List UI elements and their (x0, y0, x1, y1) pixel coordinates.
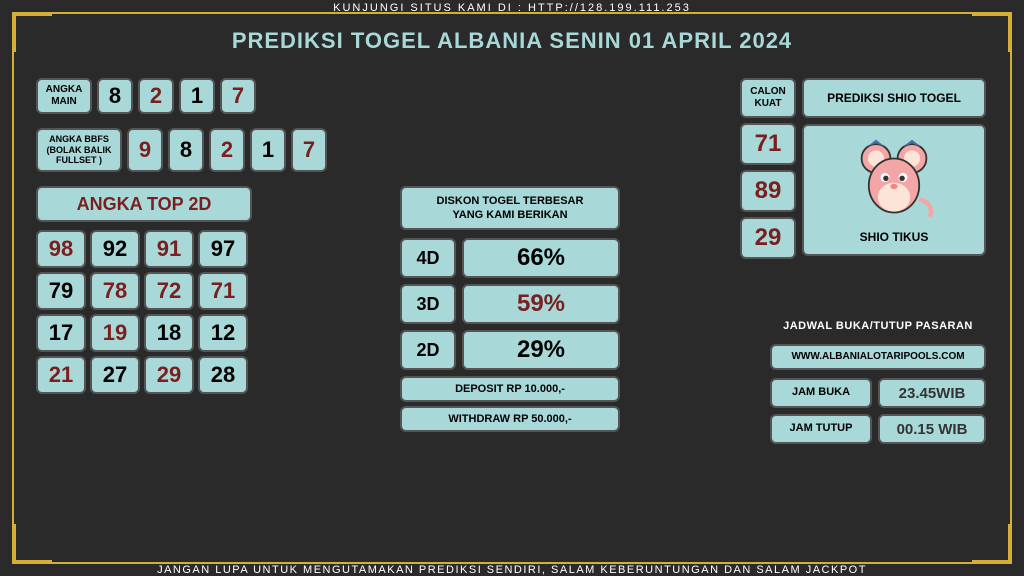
angka-main-digit: 8 (97, 78, 133, 114)
angka-main-row: ANGKAMAIN 8217 (36, 78, 256, 114)
footer-text: JANGAN LUPA UNTUK MENGUTAMAKAN PREDIKSI … (0, 564, 1024, 576)
angka-main-label: ANGKAMAIN (36, 78, 92, 114)
top2d-pair: 91 (144, 230, 194, 268)
top2d-pair: 17 (36, 314, 86, 352)
angka-main-digit: 7 (220, 78, 256, 114)
top2d-pair: 21 (36, 356, 86, 394)
diskon-row-2d: 2D 29% (400, 330, 620, 370)
jam-tutup-row: JAM TUTUP 00.15 WIB (770, 414, 986, 444)
diskon-3d-value: 59% (462, 284, 620, 324)
diskon-row-3d: 3D 59% (400, 284, 620, 324)
angka-bbfs-digit: 8 (168, 128, 204, 172)
shio-name: SHIO TIKUS (860, 230, 929, 244)
jam-buka-value: 23.45WIB (878, 378, 986, 408)
shio-box: SHIO TIKUS (802, 124, 986, 256)
calon-kuat-column: CALONKUAT 71 89 29 (740, 78, 796, 259)
top2d-pair: 92 (90, 230, 140, 268)
angka-main-digit: 1 (179, 78, 215, 114)
diskon-3d-label: 3D (400, 284, 456, 324)
top2d-pair: 18 (144, 314, 194, 352)
diskon-2d-label: 2D (400, 330, 456, 370)
diskon-row-4d: 4D 66% (400, 238, 620, 278)
top2d-pair: 12 (198, 314, 248, 352)
top2d-pair: 29 (144, 356, 194, 394)
angka-bbfs-digit: 7 (291, 128, 327, 172)
angka-bbfs-label: ANGKA BBFS(BOLAK BALIKFULLSET ) (36, 128, 122, 172)
header-url: KUNJUNGI SITUS KAMI DI : HTTP://128.199.… (0, 2, 1024, 14)
calon-kuat-label: CALONKUAT (740, 78, 796, 118)
angka-bbfs-digit: 2 (209, 128, 245, 172)
top2d-pair: 28 (198, 356, 248, 394)
angka-bbfs-digit: 1 (250, 128, 286, 172)
top2d-pair: 79 (36, 272, 86, 310)
calon-kuat-number: 89 (740, 170, 796, 212)
deposit-info: DEPOSIT RP 10.000,- (400, 376, 620, 402)
jam-buka-label: JAM BUKA (770, 378, 872, 408)
angka-bbfs-digit: 9 (127, 128, 163, 172)
diskon-2d-value: 29% (462, 330, 620, 370)
top2d-pair: 72 (144, 272, 194, 310)
top2d-pair: 78 (90, 272, 140, 310)
top2d-pair: 27 (90, 356, 140, 394)
diskon-4d-value: 66% (462, 238, 620, 278)
diskon-4d-label: 4D (400, 238, 456, 278)
page-title: PREDIKSI TOGEL ALBANIA SENIN 01 APRIL 20… (0, 28, 1024, 54)
top2d-grid: 98929197 79787271 17191812 21272928 (36, 230, 248, 394)
top2d-pair: 71 (198, 272, 248, 310)
calon-kuat-number: 29 (740, 217, 796, 259)
withdraw-info: WITHDRAW RP 50.000,- (400, 406, 620, 432)
top2d-pair: 19 (90, 314, 140, 352)
mouse-icon (849, 136, 939, 226)
diskon-title: DISKON TOGEL TERBESARYANG KAMI BERIKAN (400, 186, 620, 230)
top2d-title: ANGKA TOP 2D (36, 186, 252, 222)
angka-main-digit: 2 (138, 78, 174, 114)
jam-tutup-label: JAM TUTUP (770, 414, 872, 444)
jadwal-title: JADWAL BUKA/TUTUP PASARAN (770, 320, 986, 332)
jadwal-url: WWW.ALBANIALOTARIPOOLS.COM (770, 344, 986, 370)
calon-kuat-number: 71 (740, 123, 796, 165)
jam-tutup-value: 00.15 WIB (878, 414, 986, 444)
top2d-pair: 98 (36, 230, 86, 268)
angka-bbfs-row: ANGKA BBFS(BOLAK BALIKFULLSET ) 98217 (36, 128, 327, 172)
jam-buka-row: JAM BUKA 23.45WIB (770, 378, 986, 408)
top2d-pair: 97 (198, 230, 248, 268)
shio-title: PREDIKSI SHIO TOGEL (802, 78, 986, 118)
